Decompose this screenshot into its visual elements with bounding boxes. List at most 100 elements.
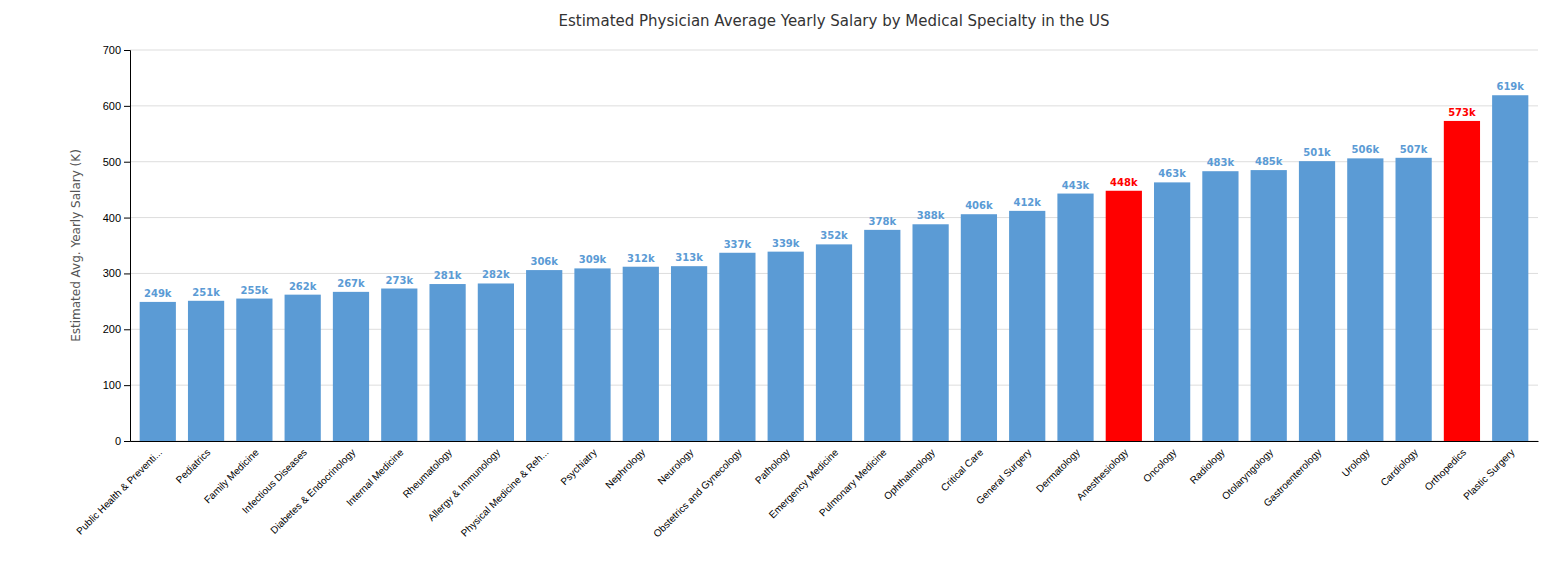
bar — [285, 295, 321, 441]
x-tick-label: Obstetrics and Gynecology — [651, 447, 744, 540]
bar — [864, 230, 900, 441]
grid-line — [130, 50, 1538, 51]
data-label: 619k — [1496, 81, 1524, 92]
x-tick: Obstetrics and Gynecology — [651, 447, 744, 540]
data-label: 262k — [289, 281, 317, 292]
x-tick: Radiology — [1188, 447, 1227, 486]
x-tick: Oncology — [1141, 447, 1179, 485]
y-tick-mark — [124, 273, 130, 274]
y-tick-label: 700 — [103, 44, 121, 56]
x-tick-label: Public Health & Preventi... — [74, 447, 164, 537]
y-tick: 400 — [103, 212, 130, 224]
bar — [1251, 170, 1287, 441]
bar — [429, 284, 465, 441]
data-label: 312k — [627, 253, 655, 264]
x-axis: Public Health & Preventi...PediatricsFam… — [74, 442, 1538, 540]
data-label: 267k — [337, 278, 365, 289]
data-label: 388k — [917, 210, 945, 221]
bar — [333, 292, 369, 441]
x-tick: Physical Medicine & Reh... — [459, 447, 551, 539]
data-labels: 249k251k255k262k267k273k281k282k306k309k… — [144, 81, 1524, 299]
x-tick: Nephrology — [603, 447, 647, 491]
x-tick-label: Plastic Surgery — [1461, 447, 1516, 502]
y-tick: 0 — [115, 435, 130, 447]
y-tick-mark — [124, 441, 130, 442]
x-tick-label: General Surgery — [974, 447, 1034, 507]
y-tick-mark — [124, 106, 130, 107]
bar — [961, 214, 997, 441]
x-tick-label: Critical Care — [939, 446, 986, 493]
x-tick-label: Pathology — [753, 447, 792, 486]
x-tick-label: Gastroenterology — [1261, 447, 1323, 509]
data-label: 485k — [1255, 156, 1283, 167]
y-axis: 0100200300400500600700 — [103, 44, 131, 447]
x-tick: Anesthesiology — [1074, 447, 1130, 503]
x-tick: Internal Medicine — [344, 446, 406, 508]
bar — [1009, 211, 1045, 441]
x-tick-label: Urology — [1340, 447, 1372, 479]
data-label: 443k — [1062, 180, 1090, 191]
data-label: 339k — [772, 238, 800, 249]
y-tick-label: 300 — [103, 267, 121, 279]
bar — [1444, 121, 1480, 441]
x-tick: General Surgery — [974, 447, 1034, 507]
bar — [526, 270, 562, 441]
x-tick-label: Nephrology — [603, 447, 647, 491]
bar — [478, 283, 514, 441]
x-tick: Orthopedics — [1422, 447, 1468, 493]
x-tick: Gastroenterology — [1261, 447, 1323, 509]
bar — [1057, 194, 1093, 441]
grid — [130, 50, 1538, 441]
y-tick-mark — [124, 162, 130, 163]
x-tick-label: Internal Medicine — [344, 446, 406, 508]
y-tick-label: 0 — [115, 435, 121, 447]
x-tick: Cardiology — [1378, 447, 1420, 489]
data-label: 337k — [724, 239, 752, 250]
x-tick: Otolaryngology — [1220, 447, 1275, 502]
x-tick: Diabetes & Endocrinology — [268, 447, 357, 536]
grid-line — [130, 105, 1538, 106]
x-tick: Urology — [1340, 447, 1372, 479]
bar — [768, 252, 804, 441]
y-tick-label: 400 — [103, 212, 121, 224]
bar — [1347, 158, 1383, 441]
bar — [1299, 161, 1335, 441]
y-tick: 600 — [103, 100, 130, 112]
data-label: 406k — [965, 200, 993, 211]
y-axis-line — [124, 51, 131, 442]
bar — [816, 244, 852, 441]
y-tick-label: 500 — [103, 156, 121, 168]
x-tick-label: Otolaryngology — [1220, 447, 1275, 502]
data-label: 501k — [1303, 147, 1331, 158]
x-tick-label: Psychiatry — [558, 447, 598, 487]
bar — [912, 224, 948, 441]
x-tick-label: Diabetes & Endocrinology — [268, 447, 357, 536]
bar — [1492, 95, 1528, 441]
y-tick-mark — [124, 218, 130, 219]
x-tick-label: Pediatrics — [174, 447, 213, 486]
data-label: 463k — [1158, 168, 1186, 179]
y-tick-mark — [124, 329, 130, 330]
x-tick: Dermatology — [1034, 447, 1082, 495]
bar — [1396, 158, 1432, 441]
data-label: 249k — [144, 288, 172, 299]
y-tick: 100 — [103, 379, 130, 391]
data-label: 282k — [482, 269, 510, 280]
y-tick-label: 100 — [103, 379, 121, 391]
bar — [1154, 182, 1190, 441]
y-axis-title: Estimated Avg. Yearly Salary (K) — [69, 149, 83, 342]
bar — [140, 302, 176, 441]
data-label: 506k — [1352, 144, 1380, 155]
x-tick: Rheumatology — [401, 447, 454, 500]
bar — [381, 289, 417, 441]
x-tick: Neurology — [655, 447, 695, 487]
plot: 0100200300400500600700Public Health & Pr… — [74, 44, 1538, 539]
bar — [719, 253, 755, 441]
bar — [236, 299, 272, 441]
x-tick-label: Physical Medicine & Reh... — [459, 447, 551, 539]
y-tick-mark — [124, 385, 130, 386]
data-label: 412k — [1013, 197, 1041, 208]
data-label: 273k — [386, 275, 414, 286]
x-tick: Pulmonary Medicine — [817, 446, 889, 518]
y-tick-label: 600 — [103, 100, 121, 112]
